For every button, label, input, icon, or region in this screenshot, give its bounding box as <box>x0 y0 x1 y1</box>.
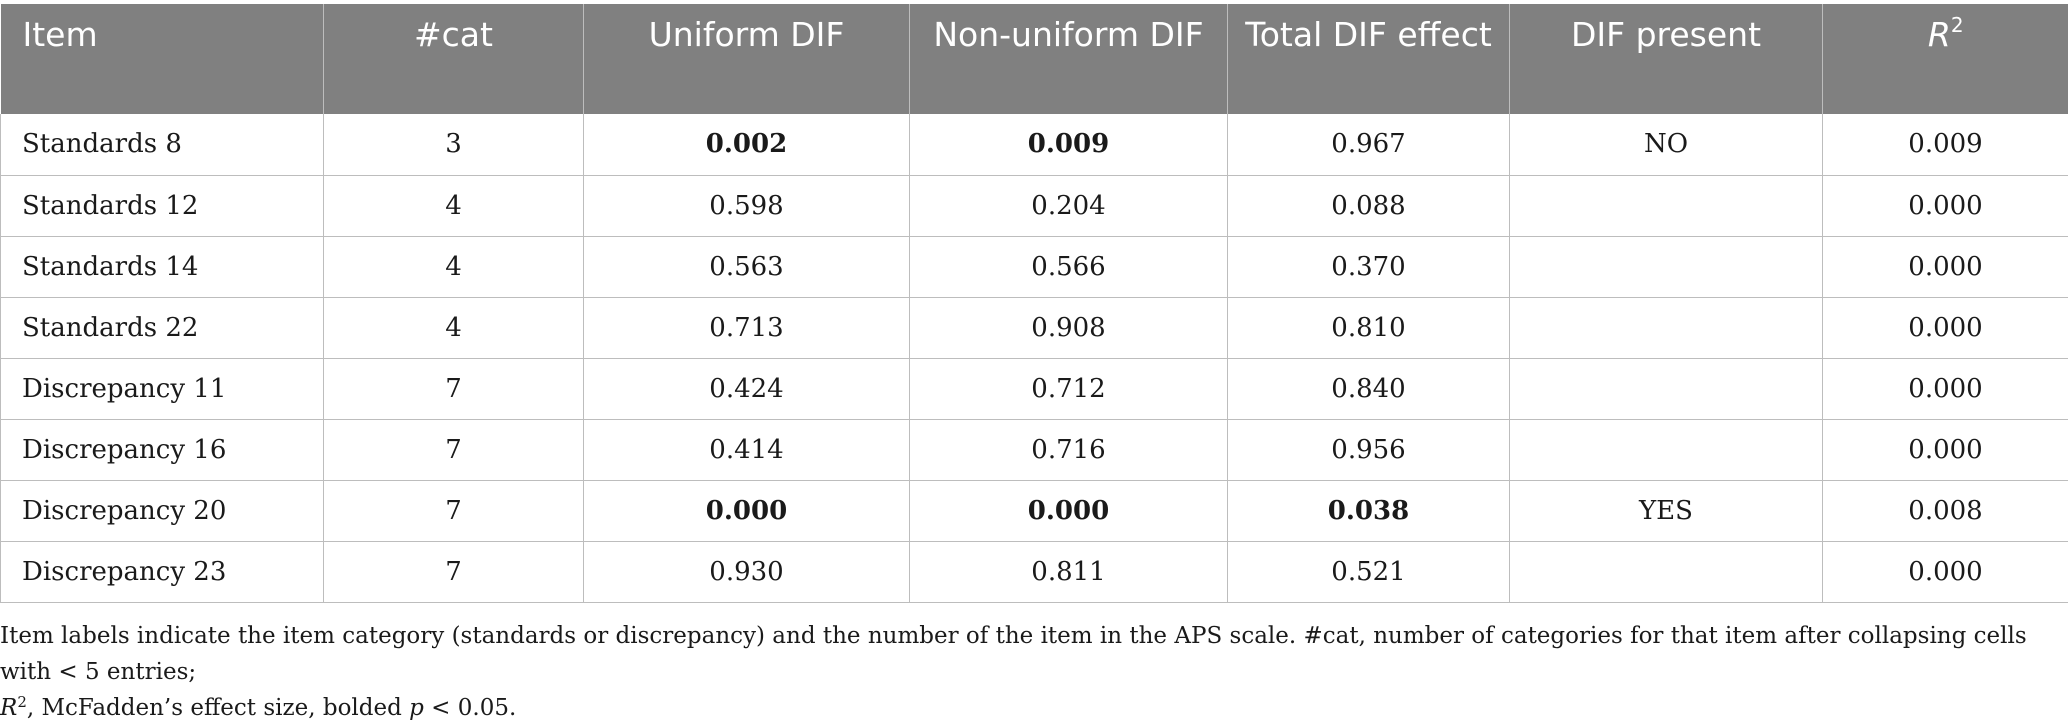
cell-item: Standards 8 <box>1 114 324 175</box>
table-header: Item #cat Uniform DIF Non-uniform DIF To… <box>1 4 2068 114</box>
cell-cat: 4 <box>324 175 584 236</box>
cell-present: YES <box>1510 480 1823 541</box>
cell-item: Discrepancy 16 <box>1 419 324 480</box>
cell-present <box>1510 175 1823 236</box>
cell-item: Discrepancy 11 <box>1 358 324 419</box>
header-row: Item #cat Uniform DIF Non-uniform DIF To… <box>1 4 2068 114</box>
cell-nonuniform: 0.811 <box>910 541 1228 602</box>
cell-present <box>1510 541 1823 602</box>
cell-cat: 7 <box>324 419 584 480</box>
cell-present <box>1510 358 1823 419</box>
footnote-line2-mid: , McFadden’s effect size, bolded <box>27 695 409 721</box>
cell-r2: 0.000 <box>1823 419 2068 480</box>
cell-uniform: 0.598 <box>584 175 910 236</box>
cell-item: Discrepancy 23 <box>1 541 324 602</box>
cell-r2: 0.009 <box>1823 114 2068 175</box>
cell-item: Standards 22 <box>1 297 324 358</box>
cell-uniform: 0.563 <box>584 236 910 297</box>
cell-present <box>1510 419 1823 480</box>
footnote-p: p <box>409 695 424 721</box>
dif-table-container: Item #cat Uniform DIF Non-uniform DIF To… <box>0 4 2068 603</box>
cell-cat: 4 <box>324 297 584 358</box>
cell-r2: 0.008 <box>1823 480 2068 541</box>
header-r-squared-base: R <box>1928 15 1951 54</box>
cell-nonuniform: 0.204 <box>910 175 1228 236</box>
cell-uniform: 0.713 <box>584 297 910 358</box>
cell-r2: 0.000 <box>1823 297 2068 358</box>
cell-cat: 3 <box>324 114 584 175</box>
dif-results-table: Item #cat Uniform DIF Non-uniform DIF To… <box>0 4 2068 603</box>
cell-item: Standards 14 <box>1 236 324 297</box>
header-uniform-dif: Uniform DIF <box>584 4 910 114</box>
cell-nonuniform: 0.908 <box>910 297 1228 358</box>
header-total-dif-effect: Total DIF effect <box>1228 4 1510 114</box>
cell-total: 0.956 <box>1228 419 1510 480</box>
cell-total: 0.521 <box>1228 541 1510 602</box>
cell-nonuniform: 0.712 <box>910 358 1228 419</box>
cell-uniform: 0.002 <box>584 114 910 175</box>
cell-cat: 7 <box>324 541 584 602</box>
footnote-r-base: R <box>0 695 17 721</box>
header-nonuniform-dif: Non-uniform DIF <box>910 4 1228 114</box>
footnote-line2-end: < 0.05. <box>424 695 516 721</box>
cell-r2: 0.000 <box>1823 236 2068 297</box>
header-r-squared: R2 <box>1823 4 2068 114</box>
footnote-r-sup: 2 <box>17 693 27 711</box>
cell-nonuniform: 0.009 <box>910 114 1228 175</box>
cell-present: NO <box>1510 114 1823 175</box>
header-dif-present: DIF present <box>1510 4 1823 114</box>
cell-r2: 0.000 <box>1823 358 2068 419</box>
cell-total: 0.088 <box>1228 175 1510 236</box>
cell-item: Discrepancy 20 <box>1 480 324 541</box>
table-footnote: Item labels indicate the item category (… <box>0 618 2060 726</box>
cell-cat: 7 <box>324 480 584 541</box>
cell-total: 0.038 <box>1228 480 1510 541</box>
cell-uniform: 0.000 <box>584 480 910 541</box>
cell-nonuniform: 0.000 <box>910 480 1228 541</box>
cell-total: 0.810 <box>1228 297 1510 358</box>
cell-r2: 0.000 <box>1823 541 2068 602</box>
footnote-line1: Item labels indicate the item category (… <box>0 623 2027 685</box>
cell-present <box>1510 236 1823 297</box>
cell-cat: 4 <box>324 236 584 297</box>
cell-total: 0.840 <box>1228 358 1510 419</box>
header-r-squared-sup: 2 <box>1951 13 1964 37</box>
cell-uniform: 0.414 <box>584 419 910 480</box>
cell-nonuniform: 0.716 <box>910 419 1228 480</box>
cell-nonuniform: 0.566 <box>910 236 1228 297</box>
cell-cat: 7 <box>324 358 584 419</box>
cell-uniform: 0.424 <box>584 358 910 419</box>
cell-uniform: 0.930 <box>584 541 910 602</box>
cell-item: Standards 12 <box>1 175 324 236</box>
cell-present <box>1510 297 1823 358</box>
header-item: Item <box>1 4 324 114</box>
cell-total: 0.370 <box>1228 236 1510 297</box>
header-cat: #cat <box>324 4 584 114</box>
cell-r2: 0.000 <box>1823 175 2068 236</box>
cell-total: 0.967 <box>1228 114 1510 175</box>
